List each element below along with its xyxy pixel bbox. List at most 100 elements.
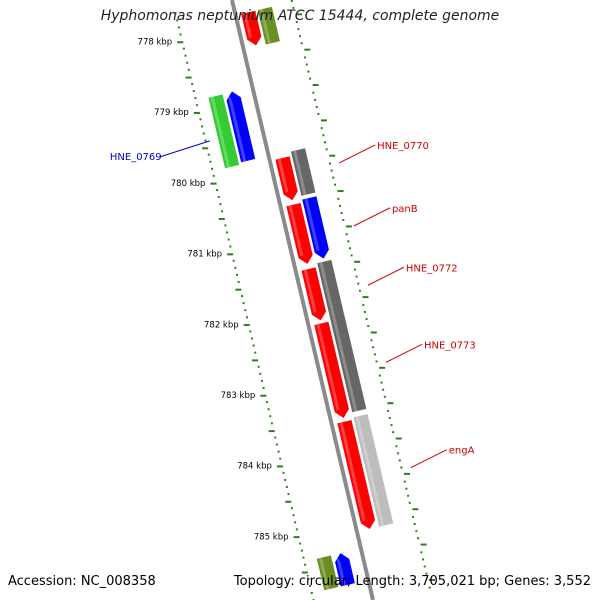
left-ring-minor-tick (282, 471, 285, 474)
left-ring-minor-tick (254, 351, 257, 354)
left-ring-minor-tick (184, 54, 187, 57)
right-ring-minor-tick (292, 6, 295, 9)
gene-label: HNE_0770 (377, 141, 429, 152)
right-ring-minor-tick (378, 374, 381, 377)
gene-label: HNE_0772 (406, 263, 458, 274)
gene-feature-olive (257, 6, 280, 45)
left-ring-minor-tick (177, 26, 180, 29)
right-ring-minor-tick (355, 275, 358, 278)
gene-feature-highlight (319, 557, 330, 590)
right-ring-minor-tick (405, 487, 408, 490)
right-ring-minor-tick (362, 303, 365, 306)
gene-label-leader (410, 449, 447, 469)
right-ring-minor-tick (345, 233, 348, 236)
right-ring-minor-tick (333, 183, 336, 186)
kbp-tick-label: 780 kbp (171, 179, 206, 189)
left-ring-minor-tick (270, 422, 273, 425)
left-ring-minor-tick (299, 542, 302, 545)
right-ring-minor-tick (300, 42, 303, 45)
right-ring-minor-tick (317, 112, 320, 115)
left-ring-minor-tick (196, 104, 199, 107)
left-ring-minor-tick (211, 167, 214, 170)
genome-backbone (230, 0, 375, 600)
left-ring-minor-tick (226, 231, 229, 234)
kbp-tick-label: 781 kbp (187, 250, 222, 260)
gene-feature-gray (290, 148, 316, 196)
left-ring-minor-tick (302, 556, 305, 559)
left-ring-minor-tick (202, 132, 205, 135)
right-ring-minor-tick (363, 310, 366, 313)
gene-label-leader (367, 266, 405, 286)
right-ring-minor-tick (315, 105, 318, 108)
right-ring-minor-tick (425, 572, 428, 575)
left-ring-minor-tick (287, 493, 290, 496)
left-ring-minor-tick (204, 139, 207, 142)
gene-feature-olive (316, 555, 339, 591)
right-ring-minor-tick (290, 0, 293, 2)
left-ring-minor-tick (260, 379, 263, 382)
gene-feature-red (337, 420, 376, 530)
right-ring-minor-tick (348, 247, 351, 250)
right-ring-minor-tick (342, 219, 345, 222)
left-ring-minor-tick (269, 415, 272, 418)
left-ring-minor-tick (236, 273, 239, 276)
kbp-tick-label: 782 kbp (204, 320, 239, 330)
right-ring-minor-tick (383, 395, 386, 398)
left-ring-minor-tick (229, 245, 232, 248)
gene-label-layer: HNE_0769 HNE_0770 panB HNE_0772 HNE_0773 engA (110, 140, 476, 469)
right-ring-minor-tick (395, 445, 398, 448)
gene-feature-highlight (335, 554, 346, 586)
gene-feature-highlight (303, 269, 317, 313)
right-ring-minor-tick (357, 282, 360, 285)
left-ring-minor-tick (257, 365, 260, 368)
gene-feature-highlight (210, 96, 231, 168)
kbp-tick-label: 778 kbp (138, 38, 173, 48)
accession-text: Accession: NC_008358 (8, 574, 156, 589)
left-ring-minor-tick (295, 528, 298, 531)
gene-label-leader (353, 207, 391, 227)
gene-feature-highlight (319, 262, 358, 412)
gene-feature-highlight (227, 92, 247, 162)
gene-feature-highlight (288, 205, 304, 257)
left-ring-minor-tick (307, 577, 310, 580)
gene-feature-blue (302, 196, 329, 259)
right-ring-minor-tick (305, 63, 308, 66)
left-ring-minor-tick (310, 592, 313, 595)
right-ring-minor-tick (295, 21, 298, 24)
left-ring-minor-tick (216, 189, 219, 192)
right-ring-minor-tick (340, 211, 343, 214)
feature-track (208, 6, 394, 591)
left-ring-minor-tick (182, 47, 185, 50)
left-ring-minor-tick (242, 302, 245, 305)
gene-feature-highlight (243, 13, 253, 38)
gene-label-leader (338, 144, 376, 164)
right-ring-minor-tick (322, 134, 325, 137)
left-ring-minor-tick (212, 174, 215, 177)
gene-label-leader (159, 140, 211, 158)
left-ring-minor-tick (259, 372, 262, 375)
kbp-tick-label: 784 kbp (237, 462, 272, 472)
gene-label: engA (449, 446, 475, 457)
gene-label: panB (392, 204, 418, 215)
right-ring-minor-tick (415, 530, 418, 533)
left-ring-minor-tick (217, 196, 220, 199)
right-ring-minor-tick (420, 551, 423, 554)
left-ring-minor-tick (267, 408, 270, 411)
gene-feature-red (301, 267, 327, 321)
left-ring-minor-tick (191, 82, 194, 85)
gene-feature-highlight (316, 324, 340, 411)
gene-feature-red (314, 321, 349, 419)
right-ring-minor-tick (390, 424, 393, 427)
left-ring-minor-tick (209, 160, 212, 163)
right-ring-minor-tick (314, 98, 317, 101)
right-ring-minor-tick (423, 565, 426, 568)
gene-feature-highlight (259, 9, 271, 44)
left-ring-minor-tick (285, 485, 288, 488)
left-ring-minor-tick (274, 436, 277, 439)
left-ring-minor-tick (176, 19, 179, 22)
kbp-tick-labels: 778 kbp 779 kbp 780 kbp 781 kbp 782 kbp 783 k… (138, 38, 289, 543)
left-ring-minor-tick (292, 514, 295, 517)
left-ring-minor-tick (252, 344, 255, 347)
right-ring-minor-tick (370, 339, 373, 342)
right-ring-minor-tick (330, 169, 333, 172)
